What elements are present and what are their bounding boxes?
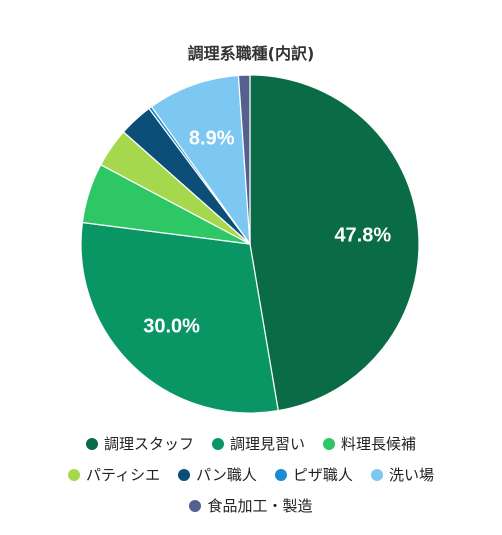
legend-item[interactable]: 調理スタッフ: [85, 433, 194, 454]
legend-label: パティシエ: [86, 466, 161, 484]
pie-slice[interactable]: [237, 74, 251, 245]
legend: 調理スタッフ 調理見習い 料理長候補 パティシエ パン職人 ピザ職人 洗い場 食…: [0, 428, 502, 521]
legend-row: 食品加工・製造: [0, 490, 502, 521]
legend-item[interactable]: 洗い場: [370, 464, 434, 485]
data-label: 47.8%: [334, 225, 391, 247]
data-label: 8.9%: [189, 128, 235, 150]
legend-marker: [370, 468, 383, 481]
legend-label: ピザ職人: [292, 466, 353, 484]
legend-marker: [68, 468, 81, 481]
chart-title: 調理系職種(内訳): [187, 44, 315, 63]
legend-item[interactable]: 食品加工・製造: [189, 495, 313, 516]
legend-row: 調理スタッフ 調理見習い 料理長候補: [0, 428, 502, 459]
legend-label: 調理スタッフ: [103, 435, 194, 453]
legend-marker: [189, 499, 202, 512]
legend-marker: [323, 437, 335, 450]
legend-item[interactable]: 調理見習い: [211, 433, 305, 454]
legend-item[interactable]: 料理長候補: [323, 433, 416, 454]
legend-label: 洗い場: [388, 466, 434, 484]
legend-item[interactable]: パン職人: [178, 464, 257, 485]
legend-label: 料理長候補: [341, 435, 417, 453]
pie-slice[interactable]: [150, 74, 251, 247]
legend-label: パン職人: [196, 466, 257, 484]
pie-slice[interactable]: [249, 74, 420, 412]
legend-label: 調理見習い: [229, 435, 305, 453]
legend-marker: [178, 468, 191, 481]
legend-marker: [211, 437, 224, 450]
legend-label: 食品加工・製造: [207, 497, 313, 515]
legend-marker: [274, 468, 287, 481]
legend-item[interactable]: ピザ職人: [274, 464, 353, 485]
legend-marker: [85, 437, 98, 450]
data-label: 30.0%: [143, 316, 200, 338]
legend-item[interactable]: パティシエ: [68, 464, 160, 485]
pie-chart: 47.8% 30.0% 8.9%: [80, 74, 420, 414]
legend-row: パティシエ パン職人 ピザ職人 洗い場: [0, 459, 502, 490]
pie-slice[interactable]: [80, 221, 279, 414]
